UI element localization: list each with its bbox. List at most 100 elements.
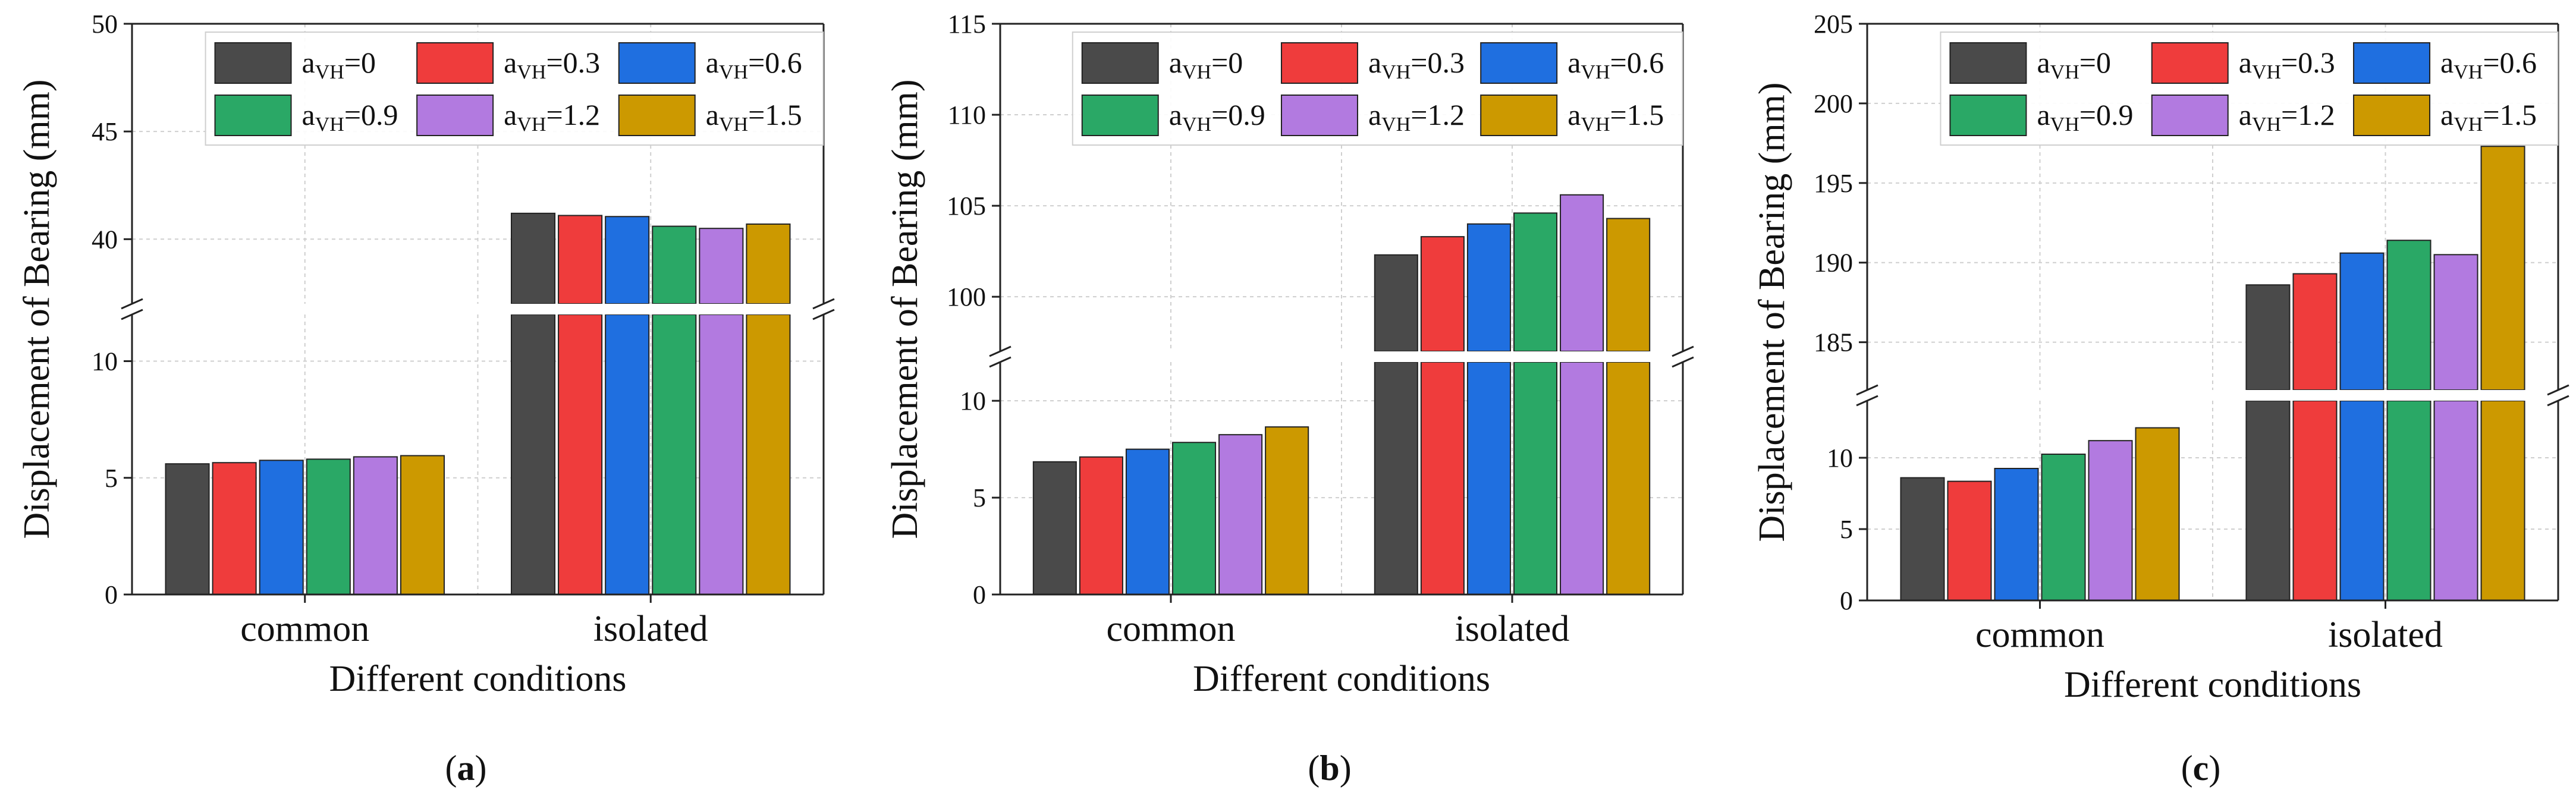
y-tick-label: 10 [960, 386, 986, 416]
bar-lower-isolated-aVH=0.9 [2386, 400, 2432, 601]
x-tick-label: common [1975, 615, 2104, 655]
y-tick-label: 190 [1814, 248, 1853, 278]
legend: aVH=0 aVH=0.3 aVH=0.6 aVH=0.9 aVH=1.2 aVH=1.5 [1940, 32, 2559, 146]
legend-label-aVH=0.3: aVH=0.3 [504, 46, 600, 83]
y-tick-label: 200 [1814, 89, 1853, 118]
axis-break-band [988, 351, 1695, 362]
bar-lower-isolated-aVH=0.3 [2292, 400, 2338, 601]
legend-label-aVH=1.2: aVH=1.2 [504, 98, 600, 136]
y-tick-label: 0 [105, 580, 118, 609]
bar-common-aVH=0 [165, 463, 210, 596]
y-tick-label: 5 [105, 464, 118, 493]
bar-common-aVH=0.9 [1172, 442, 1217, 595]
bar-lower-isolated-aVH=1.2 [699, 314, 744, 595]
x-tick-label: isolated [593, 609, 708, 649]
bar-isolated-aVH=0.9 [652, 225, 697, 305]
bar-lower-isolated-aVH=0.6 [2339, 400, 2385, 601]
legend: aVH=0 aVH=0.3 aVH=0.6 aVH=0.9 aVH=1.2 aVH=1.5 [1072, 32, 1683, 146]
bar-common-aVH=0.6 [1125, 448, 1170, 595]
y-tick-label: 10 [92, 347, 118, 376]
bar-isolated-aVH=0.6 [1466, 223, 1512, 352]
x-tick-label: isolated [1455, 609, 1570, 649]
bar-common-aVH=0.3 [1079, 456, 1123, 595]
y-tick-label: 40 [92, 225, 118, 254]
axis-break-band [120, 304, 835, 314]
bar-common-aVH=1.5 [2135, 427, 2180, 601]
legend-box [205, 32, 824, 146]
legend-swatch-aVH=0 [1081, 42, 1159, 84]
bar-common-aVH=0.3 [212, 462, 257, 595]
legend-swatch-aVH=0.3 [1280, 42, 1358, 84]
legend-box [1072, 32, 1683, 146]
bar-isolated-aVH=1.2 [699, 228, 744, 305]
legend-label-aVH=0: aVH=0 [2037, 46, 2111, 83]
legend-label-aVH=0.9: aVH=0.9 [1169, 98, 1265, 136]
axis-break-band [1855, 390, 2570, 401]
bar-common-aVH=0.9 [2041, 454, 2086, 601]
legend-label-aVH=0.6: aVH=0.6 [2440, 46, 2537, 83]
legend-swatch-aVH=0.9 [214, 95, 292, 136]
bar-common-aVH=1.5 [1265, 426, 1309, 595]
x-axis-label: Different conditions [2064, 665, 2361, 705]
bar-common-aVH=0 [1900, 477, 1945, 601]
x-tick-label: common [240, 609, 369, 649]
panel-letter-a: (a) [445, 748, 487, 788]
bar-common-aVH=0.9 [306, 458, 351, 595]
bar-lower-isolated-aVH=1.5 [746, 314, 791, 595]
x-axis-label: Different conditions [1193, 659, 1490, 699]
chart-panel-c: 185 190 195 200 205 0 5 10 common isolated Differe… [1752, 10, 2570, 788]
y-tick-label: 100 [947, 282, 986, 312]
y-tick-label: 5 [973, 483, 986, 512]
bar-lower-isolated-aVH=0 [1374, 361, 1418, 595]
bar-lower-isolated-aVH=0.9 [652, 314, 697, 595]
legend-swatch-aVH=0.6 [1480, 42, 1558, 84]
legend-swatch-aVH=1.2 [416, 95, 494, 136]
legend-label-aVH=0.9: aVH=0.9 [2037, 98, 2133, 136]
bar-isolated-aVH=1.2 [2433, 254, 2478, 391]
bar-lower-isolated-aVH=0 [2245, 400, 2291, 601]
bar-lower-isolated-aVH=0.9 [1513, 361, 1558, 595]
bar-lower-isolated-aVH=1.2 [1560, 361, 1604, 595]
legend-swatch-aVH=1.5 [2353, 95, 2431, 136]
panel-letter-b: (b) [1308, 748, 1351, 788]
bar-isolated-aVH=1.5 [1606, 218, 1651, 352]
legend-swatch-aVH=0.3 [416, 42, 494, 84]
y-tick-label: 115 [948, 10, 986, 39]
bar-isolated-aVH=0.6 [2339, 252, 2385, 391]
y-axis-label: Displacement of Bearing (mm) [17, 79, 57, 539]
y-axis-label: Displacement of Bearing (mm) [1752, 82, 1792, 542]
y-tick-label: 50 [92, 10, 118, 39]
chart-panel-a: 40 45 50 0 5 10 common isolated Different condit… [17, 10, 835, 788]
bar-isolated-aVH=1.5 [2480, 146, 2525, 391]
bar-common-aVH=0.3 [1947, 480, 1992, 601]
bar-isolated-aVH=1.2 [1560, 194, 1604, 352]
legend-label-aVH=0.3: aVH=0.3 [1368, 46, 1465, 83]
bar-isolated-aVH=0.9 [1513, 212, 1558, 352]
y-tick-label: 45 [92, 117, 118, 146]
y-tick-label: 110 [948, 100, 986, 130]
y-tick-label: 185 [1814, 328, 1853, 357]
bar-common-aVH=1.2 [1218, 434, 1263, 595]
x-tick-label: common [1107, 609, 1236, 649]
bar-lower-isolated-aVH=0.3 [1420, 361, 1465, 595]
bar-lower-isolated-aVH=0.3 [558, 314, 603, 595]
legend: aVH=0 aVH=0.3 aVH=0.6 aVH=0.9 aVH=1.2 aVH=1.5 [205, 32, 824, 146]
bar-common-aVH=0.6 [1994, 468, 2039, 601]
x-axis-label: Different conditions [329, 659, 627, 699]
y-tick-label: 0 [973, 580, 986, 609]
bar-isolated-aVH=0 [510, 212, 556, 305]
legend-swatch-aVH=0.6 [2353, 42, 2431, 84]
legend-swatch-aVH=0 [214, 42, 292, 84]
chart-panel-b: 100 105 110 115 0 5 10 common isolated Different … [885, 10, 1695, 788]
bar-isolated-aVH=0.3 [1420, 236, 1465, 352]
legend-label-aVH=0.3: aVH=0.3 [2239, 46, 2335, 83]
bar-lower-isolated-aVH=0.6 [605, 314, 650, 595]
bar-isolated-aVH=0.3 [2292, 273, 2338, 391]
bar-lower-isolated-aVH=1.5 [1606, 361, 1651, 595]
legend-swatch-aVH=0.3 [2151, 42, 2229, 84]
legend-label-aVH=0.6: aVH=0.6 [1567, 46, 1664, 83]
legend-label-aVH=0.6: aVH=0.6 [706, 46, 802, 83]
legend-label-aVH=1.5: aVH=1.5 [2440, 98, 2537, 136]
y-axis-label: Displacement of Bearing (mm) [885, 79, 925, 539]
